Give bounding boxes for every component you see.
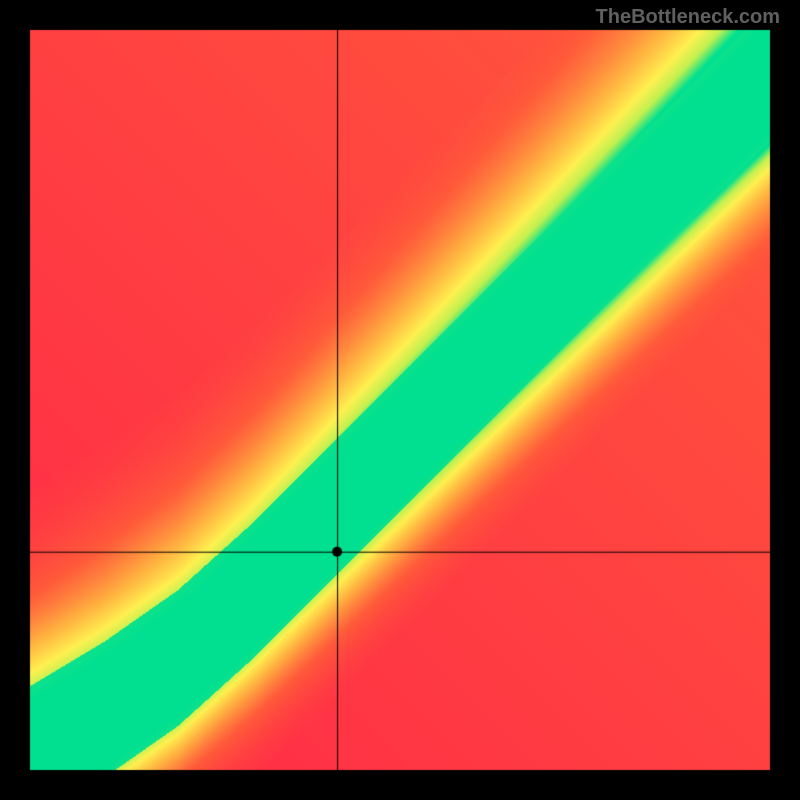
- bottleneck-heatmap: [0, 0, 800, 800]
- chart-container: TheBottleneck.com: [0, 0, 800, 800]
- watermark-text: TheBottleneck.com: [596, 6, 780, 29]
